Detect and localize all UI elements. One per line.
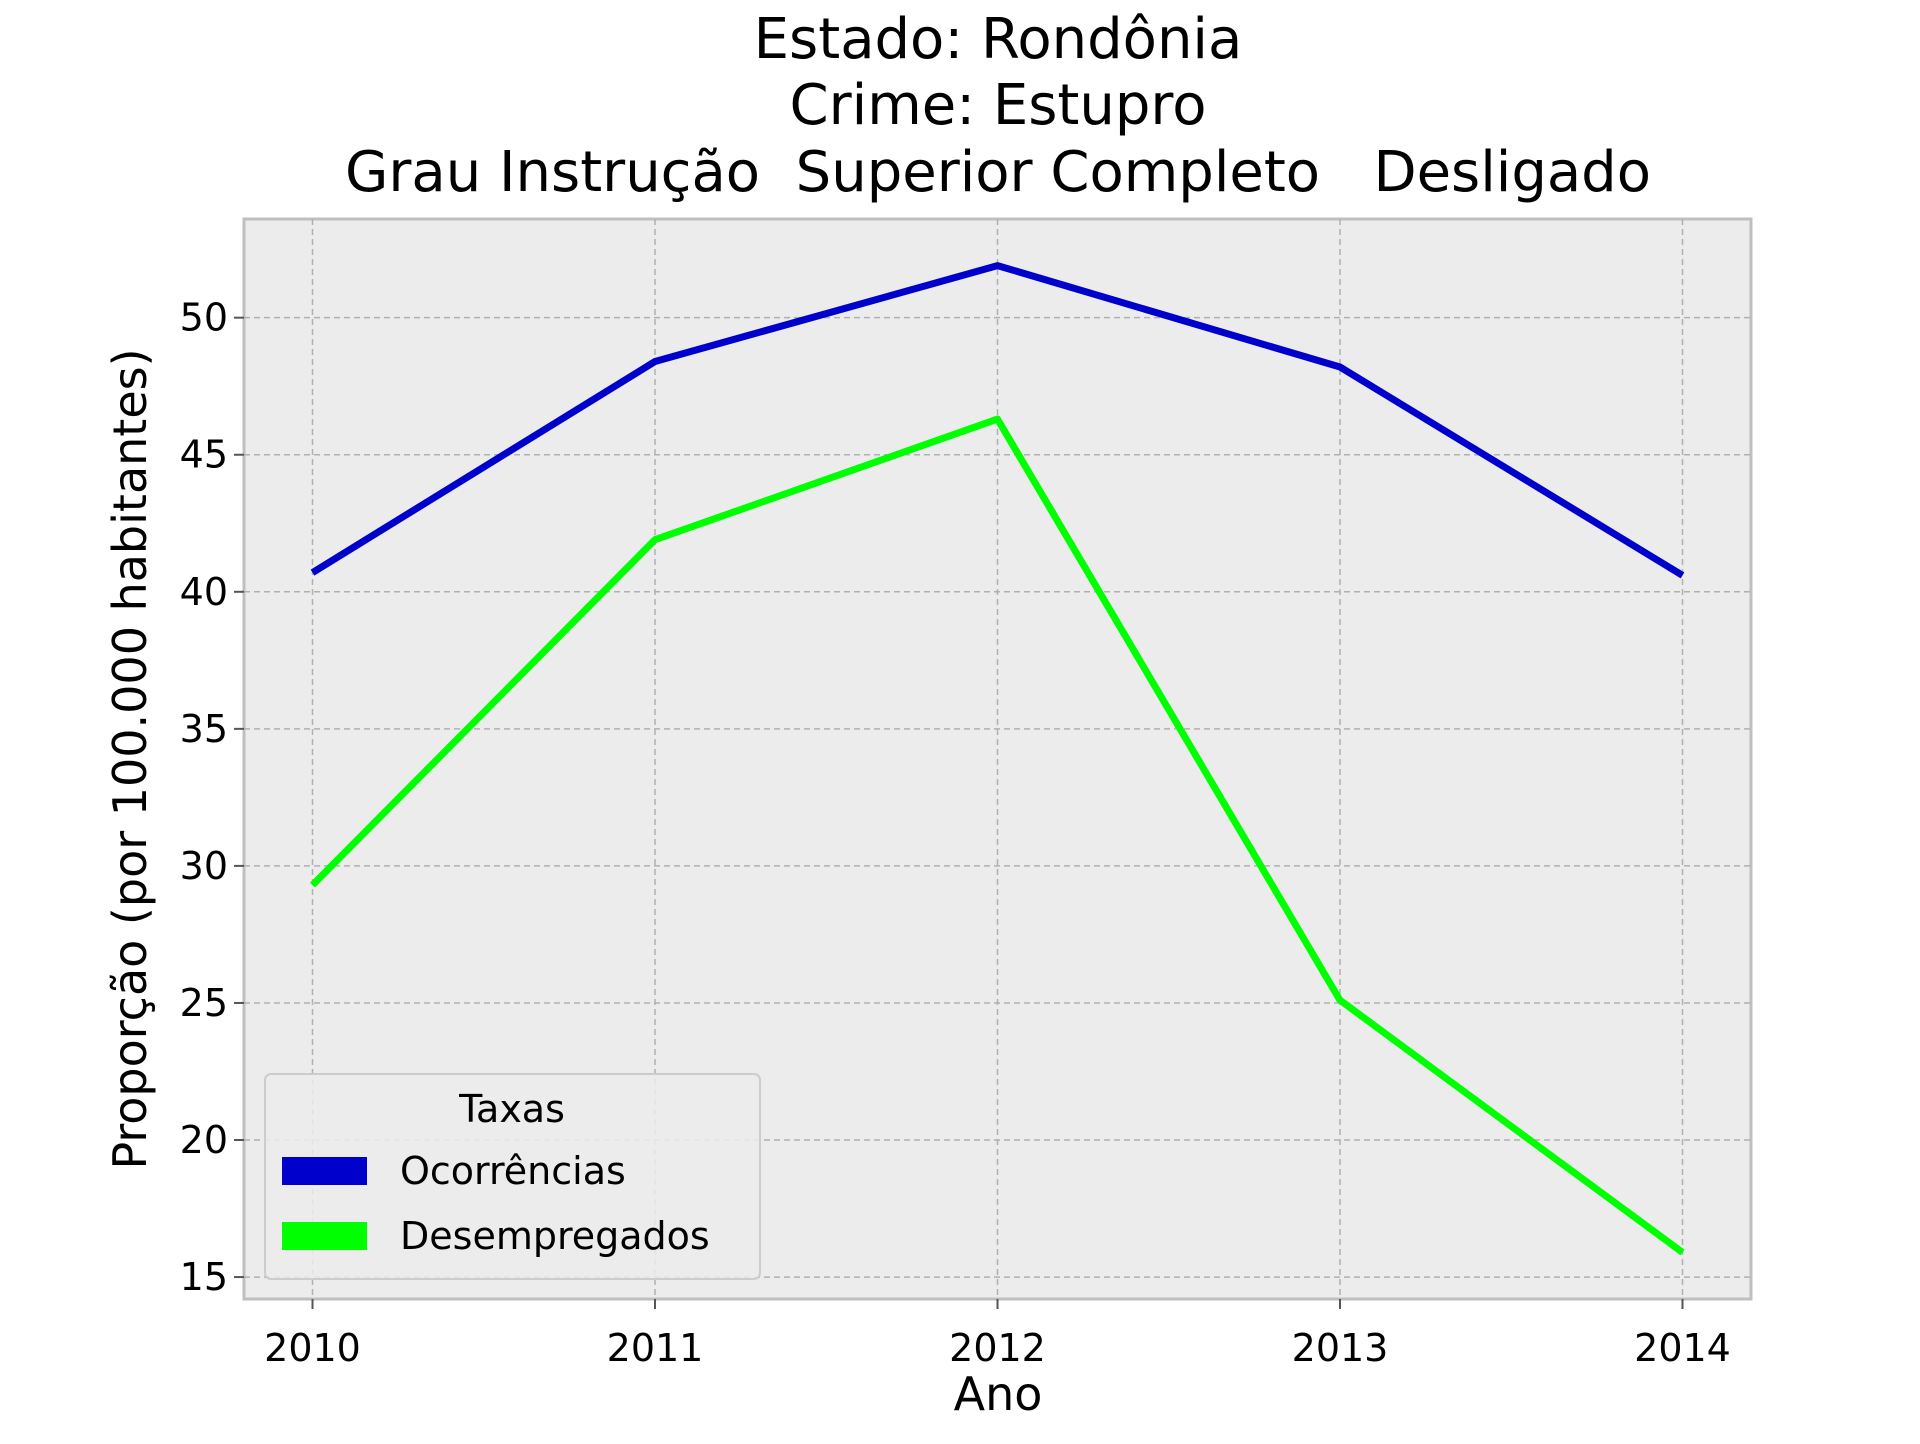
x-tick-label: 2011 (607, 1326, 704, 1370)
y-tick-label: 15 (180, 1255, 228, 1299)
y-tick-label: 35 (180, 707, 228, 751)
x-axis-label: Ano (954, 1367, 1043, 1421)
series-layer (310, 262, 1685, 1256)
y-axis-label: Proporção (por 100.000 habitantes) (103, 348, 157, 1169)
series-line-ocorrencias (310, 262, 1685, 579)
legend-label-ocorrencias: Ocorrências (400, 1149, 626, 1193)
legend-swatch-ocorrencias (282, 1157, 367, 1185)
x-tick-label: 2012 (949, 1326, 1046, 1370)
y-tick-label: 50 (180, 296, 228, 340)
y-tick-label: 45 (180, 433, 228, 477)
y-tick-label: 20 (180, 1118, 228, 1162)
y-tick-label: 30 (180, 844, 228, 888)
legend: Taxas Ocorrências Desempregados (264, 1073, 761, 1280)
x-tick-label: 2013 (1292, 1326, 1389, 1370)
tick-layer: 2010 2011 2012 2013 2014 15 20 25 30 35 40 45 50 (180, 296, 1731, 1370)
chart-title-line-1: Estado: Rondônia (754, 7, 1243, 72)
y-tick-label: 40 (180, 570, 228, 614)
chart-title-line-3: Grau Instrução Superior Completo Desliga… (345, 140, 1651, 205)
legend-box (264, 1073, 761, 1280)
y-tick-label: 25 (180, 981, 228, 1025)
legend-swatch-desempregados (282, 1222, 367, 1250)
legend-label-desempregados: Desempregados (400, 1214, 710, 1258)
series-line-desempregados (310, 415, 1685, 1256)
x-tick-label: 2010 (264, 1326, 361, 1370)
legend-title: Taxas (458, 1087, 565, 1131)
x-tick-label: 2014 (1634, 1326, 1731, 1370)
chart-title-line-2: Crime: Estupro (790, 73, 1207, 138)
